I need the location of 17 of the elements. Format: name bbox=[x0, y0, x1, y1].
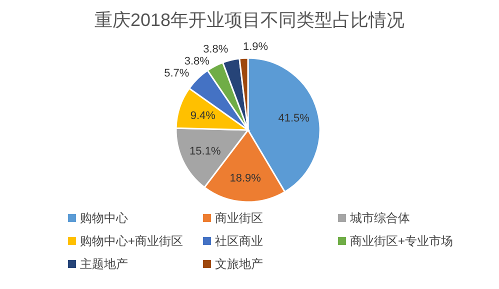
data-label: 41.5% bbox=[278, 112, 310, 124]
legend-label: 主题地产 bbox=[80, 257, 128, 271]
data-label: 3.8% bbox=[184, 55, 210, 68]
legend-label: 社区商业 bbox=[215, 234, 263, 248]
legend-label: 购物中心 bbox=[80, 211, 128, 225]
data-label: 15.1% bbox=[190, 146, 221, 158]
data-label: 1.9% bbox=[243, 41, 268, 54]
data-label: 3.8% bbox=[203, 43, 228, 56]
legend-label: 购物中心+商业街区 bbox=[80, 234, 184, 248]
legend-label: 文旅地产 bbox=[215, 257, 263, 271]
data-label: 5.7% bbox=[164, 67, 190, 80]
data-label: 9.4% bbox=[190, 110, 216, 122]
legend-label: 商业街区 bbox=[215, 211, 263, 225]
legend-label: 城市综合体 bbox=[349, 211, 410, 225]
chart-title: 重庆2018年开业项目不同类型占比情况 bbox=[94, 10, 405, 30]
data-label: 18.9% bbox=[230, 172, 261, 184]
legend-label: 商业街区+专业市场 bbox=[350, 234, 454, 248]
